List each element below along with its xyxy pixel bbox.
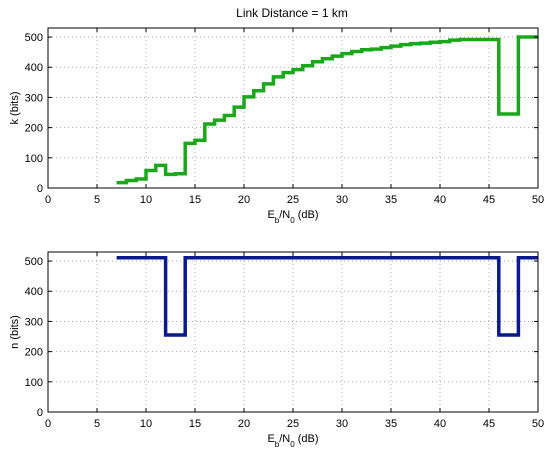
x-axis-label-part: (dB) <box>295 209 319 221</box>
x-tick-label: 30 <box>336 194 348 206</box>
y-tick-label: 400 <box>25 286 43 298</box>
series-line-1-0 <box>116 255 538 337</box>
x-tick-label: 0 <box>45 418 51 430</box>
x-tick-label: 25 <box>287 194 299 206</box>
y-axis-label: k (bits) <box>9 92 21 125</box>
y-tick-label: 200 <box>25 123 43 135</box>
y-axis-label: n (bits) <box>9 315 21 349</box>
x-tick-label: 15 <box>189 418 201 430</box>
x-tick-label: 10 <box>140 418 152 430</box>
x-tick-label: 20 <box>238 418 250 430</box>
x-axis-label-part: E <box>267 433 274 445</box>
y-tick-label: 200 <box>25 347 43 359</box>
x-tick-label: 0 <box>45 194 51 206</box>
x-tick-label: 50 <box>532 418 544 430</box>
x-tick-label: 35 <box>385 418 397 430</box>
x-tick-label: 25 <box>287 418 299 430</box>
bottom-axes: 0 5 10 15 20 25 30 35 40 45 500100200300400500Eb/N… <box>9 251 544 449</box>
x-tick-label: 30 <box>336 418 348 430</box>
x-axis-label-part: /N <box>279 209 290 221</box>
x-axis-label: Eb/N0 (dB) <box>267 209 318 225</box>
y-tick-label: 0 <box>37 407 43 419</box>
y-tick-label: 0 <box>37 183 43 195</box>
x-axis-label-part: (dB) <box>295 433 319 445</box>
x-tick-label: 5 <box>94 194 100 206</box>
y-tick-label: 300 <box>25 316 43 328</box>
x-axis-label: Eb/N0 (dB) <box>267 433 318 449</box>
x-tick-label: 10 <box>140 194 152 206</box>
x-tick-label: 50 <box>532 194 544 206</box>
x-tick-label: 40 <box>434 194 446 206</box>
y-tick-label: 500 <box>25 32 43 44</box>
x-tick-label: 45 <box>483 194 495 206</box>
x-axis-label-subscript: 0 <box>290 216 295 225</box>
x-axis-label-part: /N <box>279 433 290 445</box>
y-tick-label: 100 <box>25 153 43 165</box>
chart-title: Link Distance = 1 km <box>236 6 348 20</box>
x-tick-label: 40 <box>434 418 446 430</box>
x-axis-label-subscript: 0 <box>290 440 295 449</box>
x-axis-label-subscript: b <box>275 216 280 225</box>
top-axes: 0 5 10 15 20 25 30 35 40 45 500100200300400500Eb/N… <box>9 27 544 225</box>
y-tick-label: 100 <box>25 377 43 389</box>
x-tick-label: 5 <box>94 418 100 430</box>
x-tick-label: 15 <box>189 194 201 206</box>
y-tick-label: 300 <box>25 92 43 104</box>
y-tick-label: 500 <box>25 256 43 268</box>
x-tick-label: 20 <box>238 194 250 206</box>
x-axis-label-part: E <box>267 209 274 221</box>
x-tick-label: 35 <box>385 194 397 206</box>
y-tick-label: 400 <box>25 62 43 74</box>
series-line-0-0 <box>116 35 538 185</box>
x-axis-label-subscript: b <box>275 440 280 449</box>
x-tick-label: 45 <box>483 418 495 430</box>
